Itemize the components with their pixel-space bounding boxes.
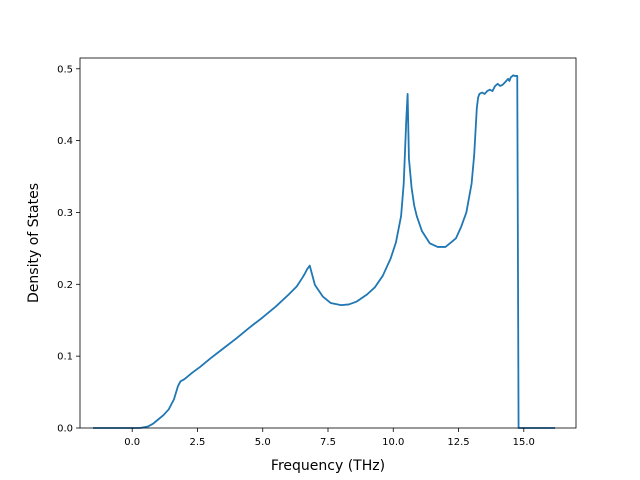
plot-frame [79, 57, 577, 429]
dos-series-line [93, 74, 556, 429]
x-tick-label: 0.0 [124, 437, 140, 448]
x-axis-label: Frequency (THz) [271, 458, 385, 474]
y-axis-label: Density of States [26, 183, 42, 303]
x-tick-label: 2.5 [190, 437, 206, 448]
axis-ticks: 0.0 2.5 5.0 7.5 10.0 12.5 15.0 0.0 0.1 0.2 0.3 0.4 0… [57, 64, 535, 448]
y-tick-label: 0.2 [57, 280, 73, 291]
plot-area [93, 74, 556, 429]
y-tick-label: 0.3 [57, 208, 73, 219]
x-tick-label: 7.5 [320, 437, 336, 448]
y-tick-label: 0.4 [57, 136, 73, 147]
x-tick-label: 15.0 [513, 437, 535, 448]
y-tick-label: 0.5 [57, 64, 73, 75]
y-tick-label: 0.1 [57, 352, 73, 363]
x-tick-label: 5.0 [255, 437, 271, 448]
x-tick-label: 10.0 [382, 437, 404, 448]
y-tick-label: 0.0 [57, 424, 73, 435]
x-tick-label: 12.5 [447, 437, 469, 448]
